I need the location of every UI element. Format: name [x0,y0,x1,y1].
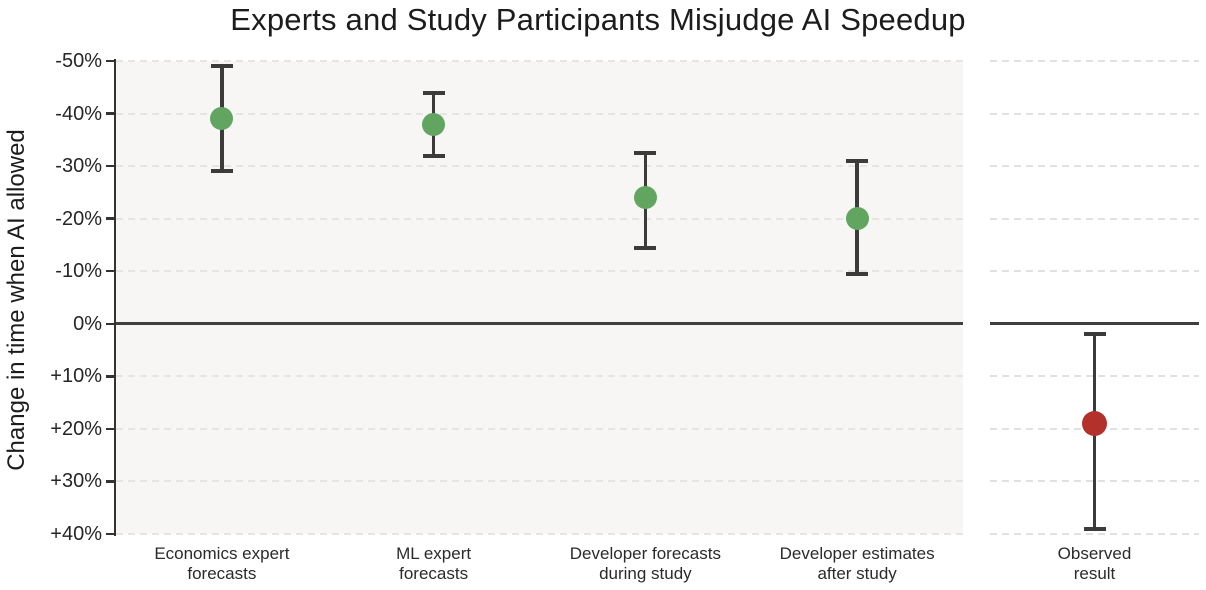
gridline [990,217,1199,220]
data-point-forecast [633,186,657,210]
gridline [116,533,963,535]
data-point-forecast [422,112,446,136]
main-panel-background [116,61,963,534]
gridline [990,533,1199,535]
gridline [990,112,1199,115]
y-axis-tick [106,217,115,220]
y-tick-label: +40% [50,523,102,545]
y-axis-tick [106,480,115,483]
y-axis-label: Change in time when AI allowed [3,129,30,471]
error-bar-cap-upper [422,90,445,95]
error-bar-cap-upper [846,158,869,163]
y-tick-label: +30% [50,470,102,493]
gridline [116,112,963,115]
y-tick-label: -40% [55,102,102,125]
gridline [116,217,963,220]
error-bar-cap-lower [1083,526,1106,531]
y-tick-label: -10% [55,260,102,283]
y-axis-tick [106,112,115,115]
error-bar-cap-lower [210,169,233,174]
gridline [116,270,963,273]
x-tick-label-line: result [1073,564,1116,583]
error-bar-cap-lower [422,153,445,158]
x-tick-label: Observed result [985,544,1205,584]
x-tick-label-line: Developer estimates [779,544,935,563]
y-tick-label: +20% [50,417,102,440]
y-axis-spine [113,59,116,536]
x-tick-label-line: Developer forecasts [569,544,721,563]
gridline [116,427,963,430]
x-tick-label-line: Economics expert [154,544,290,563]
error-bar-cap-lower [846,271,869,276]
x-tick-label-line: during study [599,564,692,583]
gridline [990,270,1199,273]
x-tick-label: ML expert forecasts [324,544,544,584]
y-tick-label: -50% [55,50,102,72]
y-axis-tick [106,427,115,431]
y-tick-label: 0% [73,312,102,335]
y-axis-tick [106,59,115,63]
error-bar-cap-upper [210,64,233,69]
gridline [116,480,963,483]
y-tick-label: +10% [50,365,102,388]
data-point-forecast [845,207,869,231]
gridline [116,375,963,378]
error-bar-cap-upper [634,150,657,155]
x-tick-label: Developer estimates after study [747,544,967,584]
gridline [990,60,1199,62]
x-tick-label: Developer forecasts during study [535,544,755,584]
chart-title: Experts and Study Participants Misjudge … [230,2,966,37]
x-tick-label-line: forecasts [187,564,257,583]
x-tick-label-line: forecasts [399,564,469,583]
y-axis-tick [106,375,115,378]
gridline [990,165,1199,168]
zero-reference-line [116,322,963,326]
y-axis-tick [106,532,115,536]
y-tick-label: -30% [55,155,102,178]
x-tick-label: Economics expert forecasts [112,544,332,584]
y-axis-tick [106,269,115,273]
y-axis-tick [106,322,115,326]
error-bar-cap-lower [634,245,657,250]
error-bar-cap-upper [1083,332,1106,337]
data-point-observed [1082,411,1107,437]
x-tick-label-line: Observed [1057,544,1132,563]
y-axis-tick [106,164,115,168]
x-tick-label-line: ML expert [396,544,472,563]
y-tick-label: -20% [55,207,102,230]
gridline [116,60,963,62]
gridline [116,165,963,168]
x-tick-label-line: after study [817,564,897,583]
zero-reference-line [990,322,1199,326]
data-point-forecast [210,107,234,131]
